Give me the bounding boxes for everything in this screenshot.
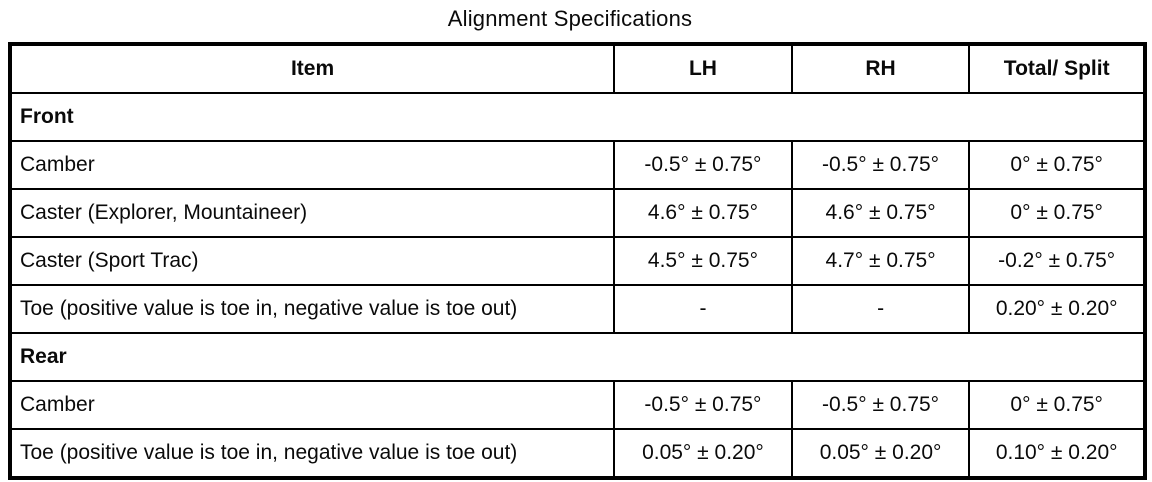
alignment-specifications-table: Item LH RH Total/ Split Front Camber -0.… (8, 42, 1147, 480)
row-total-value: 0.10° ± 0.20° (968, 428, 1146, 479)
row-total-value: 0° ± 0.75° (968, 140, 1146, 190)
section-row-front: Front (9, 92, 1146, 142)
column-header-lh: LH (613, 43, 793, 94)
table-row: Caster (Sport Trac) 4.5° ± 0.75° 4.7° ± … (8, 236, 1146, 286)
row-total-value: 0° ± 0.75° (968, 188, 1146, 238)
row-total-value: -0.2° ± 0.75° (968, 236, 1146, 286)
column-header-rh: RH (790, 43, 971, 94)
row-rh-value: -0.5° ± 0.75° (790, 140, 971, 190)
section-label-rear: Rear (9, 332, 1146, 382)
row-lh-value: - (613, 284, 793, 334)
row-rh-value: -0.5° ± 0.75° (790, 380, 971, 430)
column-header-total: Total/ Split (968, 43, 1146, 94)
row-item-label: Camber (8, 140, 616, 190)
table-row: Toe (positive value is toe in, negative … (8, 284, 1146, 334)
row-item-label: Camber (8, 380, 616, 430)
row-lh-value: -0.5° ± 0.75° (613, 380, 793, 430)
row-lh-value: 4.6° ± 0.75° (613, 188, 793, 238)
column-header-item: Item (8, 43, 616, 94)
row-lh-value: 4.5° ± 0.75° (613, 236, 793, 286)
row-rh-value: 0.05° ± 0.20° (790, 428, 971, 479)
page-title: Alignment Specifications (447, 6, 693, 31)
row-rh-value: - (790, 284, 971, 334)
row-item-label: Caster (Sport Trac) (8, 236, 616, 286)
table-row: Toe (positive value is toe in, negative … (8, 428, 1146, 479)
section-row-rear: Rear (9, 332, 1146, 382)
row-lh-value: 0.05° ± 0.20° (613, 428, 793, 479)
table-row: Caster (Explorer, Mountaineer) 4.6° ± 0.… (8, 188, 1146, 238)
row-item-label: Toe (positive value is toe in, negative … (8, 284, 616, 334)
row-rh-value: 4.7° ± 0.75° (790, 236, 971, 286)
row-lh-value: -0.5° ± 0.75° (613, 140, 793, 190)
header-row: Item LH RH Total/ Split (8, 43, 1146, 94)
row-rh-value: 4.6° ± 0.75° (790, 188, 971, 238)
table-row: Camber -0.5° ± 0.75° -0.5° ± 0.75° 0° ± … (8, 140, 1146, 190)
row-item-label: Caster (Explorer, Mountaineer) (8, 188, 616, 238)
row-total-value: 0.20° ± 0.20° (968, 284, 1146, 334)
row-item-label: Toe (positive value is toe in, negative … (8, 428, 616, 479)
table-row: Camber -0.5° ± 0.75° -0.5° ± 0.75° 0° ± … (8, 380, 1146, 430)
row-total-value: 0° ± 0.75° (968, 380, 1146, 430)
section-label-front: Front (9, 92, 1146, 142)
